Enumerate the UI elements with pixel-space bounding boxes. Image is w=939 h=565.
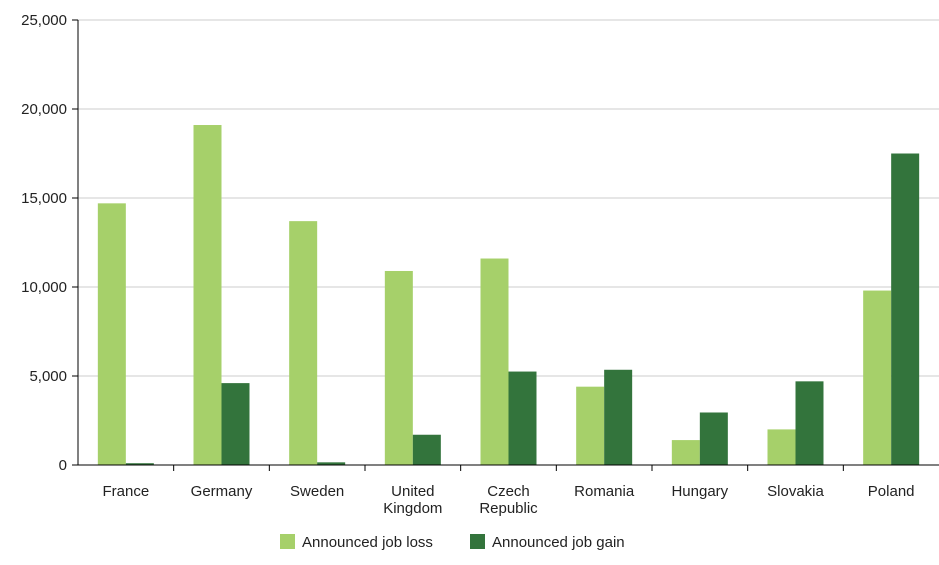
legend-swatch-announced-job-gain xyxy=(470,534,485,549)
x-axis-ticks: France Germany Sweden United Kingdom Czech Rep… xyxy=(102,465,915,517)
bar-announced-job-loss-united-kingdom xyxy=(384,270,413,465)
y-tick-label: 15,000 xyxy=(21,190,67,207)
x-tick-label: Poland xyxy=(868,483,915,500)
bar-announced-job-gain-hungary xyxy=(699,412,728,465)
y-tick-label: 10,000 xyxy=(21,279,67,296)
x-tick-label: Germany xyxy=(191,483,253,500)
y-tick-label: 25,000 xyxy=(21,12,67,29)
legend-swatch-announced-job-loss xyxy=(280,534,295,549)
x-tick-label: Czech Republic xyxy=(479,483,538,517)
bars xyxy=(97,125,920,466)
bar-announced-job-gain-united-kingdom xyxy=(412,434,441,465)
bar-announced-job-gain-slovakia xyxy=(795,381,824,465)
bar-announced-job-loss-germany xyxy=(193,125,222,466)
y-tick-label: 20,000 xyxy=(21,101,67,118)
y-tick-label: 5,000 xyxy=(29,368,67,385)
axes xyxy=(77,20,939,466)
bar-announced-job-loss-sweden xyxy=(289,221,318,465)
x-tick-label: Slovakia xyxy=(767,483,824,500)
x-tick-label: Sweden xyxy=(290,483,344,500)
bar-announced-job-gain-germany xyxy=(221,383,250,465)
bar-announced-job-gain-france xyxy=(125,463,154,465)
bar-announced-job-loss-poland xyxy=(863,290,892,465)
legend-label-announced-job-loss: Announced job loss xyxy=(302,534,433,551)
bar-announced-job-loss-czech-republic xyxy=(480,258,509,465)
bar-announced-job-gain-sweden xyxy=(317,462,346,465)
bar-announced-job-loss-france xyxy=(97,203,126,465)
x-tick-label: Romania xyxy=(574,483,635,500)
bar-announced-job-loss-romania xyxy=(576,386,605,465)
x-tick-label: Hungary xyxy=(671,483,728,500)
legend-label-announced-job-gain: Announced job gain xyxy=(492,534,625,551)
x-tick-label: United Kingdom xyxy=(383,483,442,517)
legend: Announced job loss Announced job gain xyxy=(280,534,625,551)
bar-announced-job-loss-hungary xyxy=(671,440,700,465)
bar-announced-job-gain-romania xyxy=(604,369,633,465)
x-tick-label: France xyxy=(102,483,149,500)
bar-announced-job-gain-czech-republic xyxy=(508,371,537,465)
bar-announced-job-loss-slovakia xyxy=(767,429,796,465)
y-tick-label: 0 xyxy=(59,457,67,474)
y-axis-ticks: 0 5,000 10,000 15,000 20,000 25,000 xyxy=(21,12,78,474)
bar-announced-job-gain-poland xyxy=(891,153,920,465)
